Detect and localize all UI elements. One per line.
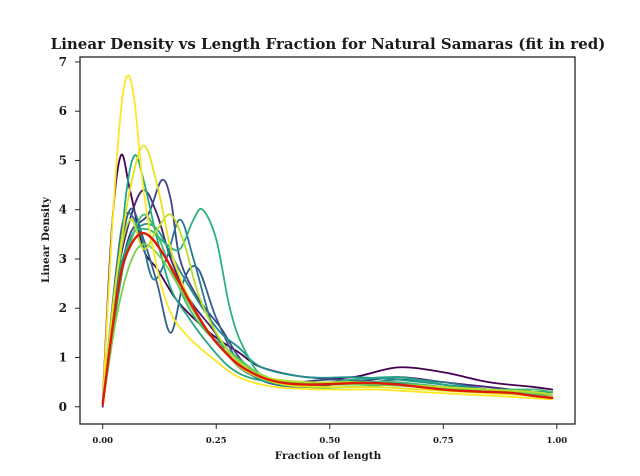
chart-title: Linear Density vs Length Fraction for Na… <box>51 35 606 53</box>
sample-series-line-8 <box>101 208 554 406</box>
sample-series-line-11 <box>101 213 554 406</box>
y-axis: 0 1 2 3 4 5 6 7 <box>59 55 80 414</box>
y-tick-label: 3 <box>59 252 67 266</box>
y-tick-label: 4 <box>59 203 67 217</box>
sample-series-line-2 <box>101 189 554 408</box>
y-tick-label: 7 <box>59 55 67 69</box>
plot-frame <box>79 56 576 425</box>
x-tick-label: 0.00 <box>92 436 113 446</box>
x-tick-label: 0.25 <box>206 436 227 446</box>
x-axis-label: Fraction of length <box>275 450 382 462</box>
x-tick-label: 0.50 <box>319 436 340 446</box>
x-tick-label: 1.00 <box>546 436 567 446</box>
y-tick-label: 6 <box>59 104 67 118</box>
sample-series-line-5 <box>101 211 554 406</box>
x-tick-label: 0.75 <box>433 436 454 446</box>
y-tick-label: 1 <box>59 350 67 364</box>
sample-series-line-13 <box>101 144 554 406</box>
fit-line <box>101 231 554 406</box>
plot-lines <box>101 74 554 408</box>
sample-series-line-6 <box>101 222 554 406</box>
y-tick-label: 5 <box>59 153 67 167</box>
x-axis: 0.00 0.25 0.50 0.75 1.00 <box>92 424 567 446</box>
y-tick-label: 0 <box>59 400 67 414</box>
sample-series-line-7 <box>101 154 554 406</box>
y-axis-label: Linear Density <box>40 196 52 283</box>
sample-series-line-12 <box>101 74 554 406</box>
y-tick-label: 2 <box>59 301 67 315</box>
sample-series-line-4 <box>101 207 554 406</box>
sample-series-line-1 <box>101 153 554 403</box>
